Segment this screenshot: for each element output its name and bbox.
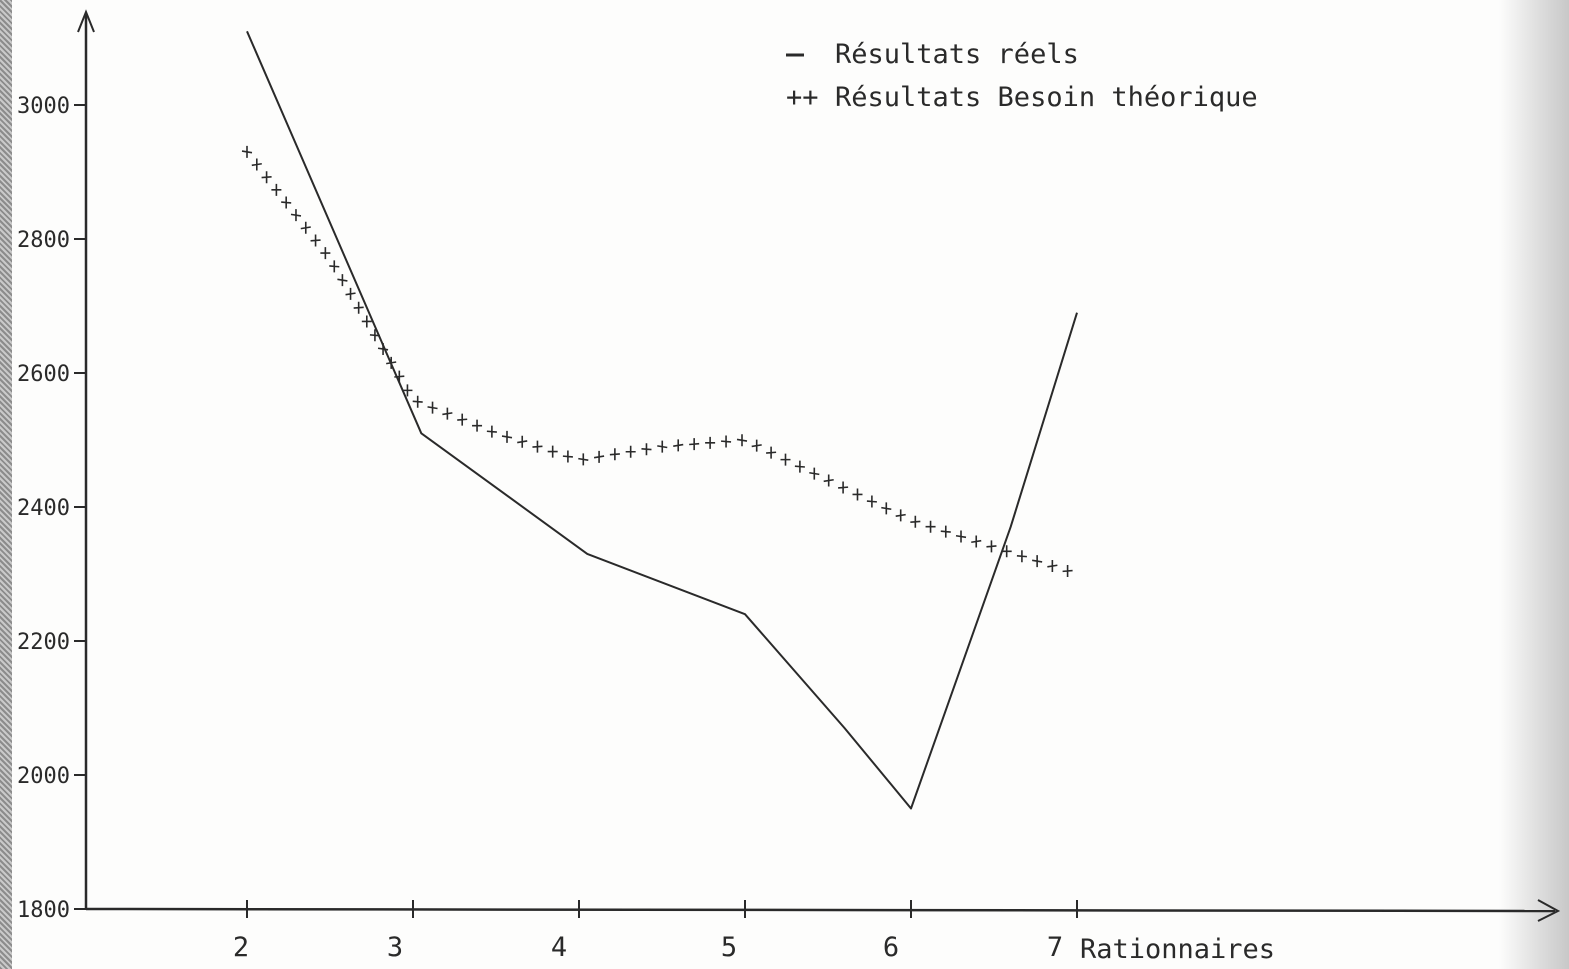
series-line-resultats-reels (246, 30, 1078, 810)
cross-mark (472, 419, 483, 432)
cross-mark (290, 209, 302, 222)
cross-mark (271, 183, 282, 196)
cross-mark (852, 488, 863, 501)
cross-mark (823, 474, 834, 487)
cross-mark (329, 260, 340, 273)
cross-mark (955, 530, 967, 543)
y-tick-label: 2800 (17, 228, 70, 253)
cross-mark (320, 247, 331, 260)
cross-mark (562, 450, 573, 463)
cross-mark (261, 171, 272, 184)
cross-mark (641, 443, 652, 456)
legend-symbol-crosses: ++ (786, 82, 819, 113)
legend: Résultats réels ++ Résultats Besoin théori… (786, 39, 1258, 113)
cross-mark (457, 413, 468, 426)
y-tick-label: 3000 (17, 94, 70, 119)
cross-mark (971, 535, 982, 548)
cross-mark (412, 395, 423, 408)
cross-mark (394, 370, 405, 383)
cross-mark (337, 274, 348, 287)
cross-mark (377, 343, 389, 356)
cross-mark (751, 439, 762, 452)
cross-mark (940, 525, 951, 538)
y-tick-label: 2400 (17, 496, 70, 521)
cross-mark (501, 430, 513, 443)
x-tick-label: 2 (233, 932, 249, 963)
x-axis (85, 907, 1556, 913)
cross-mark (705, 436, 716, 449)
cross-mark (881, 502, 892, 515)
cross-mark (1032, 555, 1043, 568)
cross-mark (281, 196, 292, 209)
cross-mark (345, 287, 356, 300)
x-tick-label: 6 (883, 932, 899, 963)
cross-mark (1047, 560, 1058, 573)
series-crosses-besoin-theorique (241, 145, 1073, 577)
series-layer (241, 30, 1078, 810)
x-tick-label: 5 (721, 932, 737, 963)
cross-mark (361, 315, 372, 328)
cross-mark (578, 453, 589, 466)
cross-mark (517, 435, 528, 448)
cross-mark (986, 540, 997, 553)
cross-mark (1001, 545, 1012, 558)
cross-mark (657, 440, 668, 453)
x-tick-label: 7 (1047, 932, 1063, 963)
y-axis-arrow-icon (77, 9, 95, 33)
axes (77, 9, 1561, 922)
cross-mark (838, 481, 849, 494)
y-tick-label: 2600 (17, 362, 70, 387)
x-tick-label: 4 (551, 932, 567, 963)
y-tick-label: 1800 (17, 898, 70, 923)
y-tick-label: 2000 (17, 764, 70, 789)
cross-mark (609, 448, 620, 461)
cross-mark (766, 446, 777, 459)
cross-mark (689, 438, 700, 451)
cross-mark (673, 439, 684, 452)
cross-mark (736, 434, 748, 447)
cross-mark (251, 158, 262, 171)
cross-mark (386, 356, 397, 369)
cross-mark (794, 460, 805, 473)
cross-mark (427, 401, 438, 414)
x-ticks: 2 3 4 5 6 7 (233, 900, 1078, 963)
cross-mark (353, 301, 364, 314)
cross-mark (625, 445, 636, 458)
x-axis-label: Rationnaires (1080, 934, 1275, 965)
cross-mark (547, 445, 558, 458)
cross-mark (532, 440, 543, 453)
cross-mark (780, 453, 791, 466)
cross-mark (486, 425, 497, 438)
scan-edge-right (1499, 0, 1569, 969)
legend-label-besoin-theorique: Résultats Besoin théorique (835, 82, 1258, 113)
cross-mark (866, 495, 877, 508)
cross-mark (300, 221, 311, 234)
cross-mark (720, 435, 732, 448)
cross-mark (809, 467, 820, 480)
x-axis-arrow-icon (1537, 899, 1561, 922)
cross-mark (925, 520, 936, 533)
x-tick-label: 3 (387, 932, 403, 963)
cross-mark (402, 384, 413, 397)
cross-mark (910, 515, 921, 528)
cross-mark (895, 509, 906, 522)
cross-mark (442, 407, 453, 420)
cross-mark (310, 234, 321, 247)
scan-edge-left (0, 0, 12, 969)
cross-mark (369, 329, 380, 342)
cross-mark (1016, 550, 1027, 563)
y-ticks: 1800 2000 2200 2400 2600 2800 3000 (17, 94, 86, 923)
legend-label-resultats-reels: Résultats réels (835, 39, 1079, 70)
cross-mark (593, 450, 605, 463)
y-tick-label: 2200 (17, 630, 70, 655)
cross-mark (1062, 564, 1073, 577)
